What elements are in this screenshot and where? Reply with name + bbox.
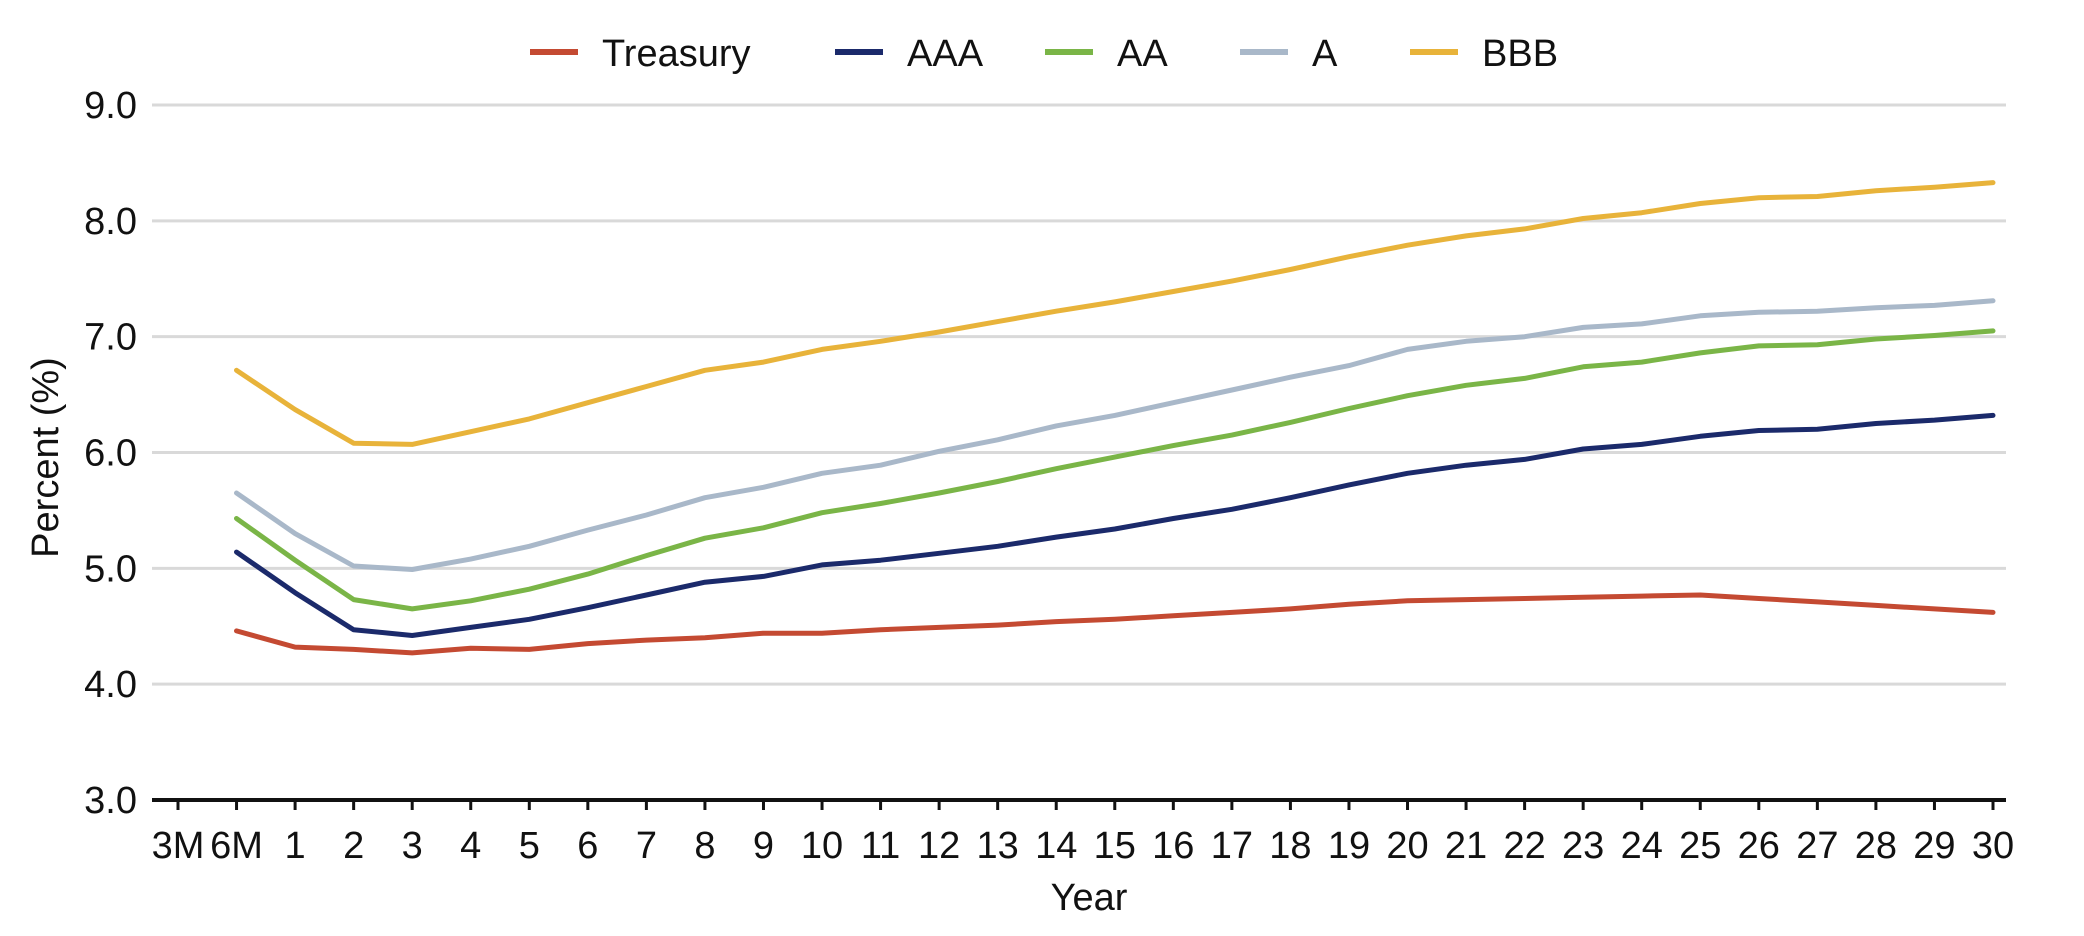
series-line-aaa bbox=[234, 412, 1996, 638]
y-tick-label: 9.0 bbox=[84, 85, 137, 127]
legend-label-aaa: AAA bbox=[907, 33, 984, 75]
x-tick-label: 16 bbox=[1152, 825, 1194, 867]
x-tick-label: 5 bbox=[519, 825, 540, 867]
gridlines bbox=[152, 103, 2006, 686]
x-axis-title: Year bbox=[1051, 877, 1128, 919]
x-tick-label: 12 bbox=[918, 825, 960, 867]
legend-label-bbb: BBB bbox=[1482, 33, 1558, 75]
x-tick-label: 3M bbox=[152, 825, 205, 867]
legend-label-aa: AA bbox=[1117, 33, 1168, 75]
x-tick-label: 15 bbox=[1094, 825, 1136, 867]
y-axis-tick-labels: 3.0 4.0 5.0 6.0 7.0 8.0 9.0 bbox=[84, 85, 137, 822]
y-tick-label: 7.0 bbox=[84, 317, 137, 359]
y-tick-label: 5.0 bbox=[84, 548, 137, 590]
x-tick-label: 14 bbox=[1035, 825, 1077, 867]
series-lines bbox=[234, 180, 1996, 656]
x-tick-label: 24 bbox=[1621, 825, 1663, 867]
y-tick-label: 6.0 bbox=[84, 433, 137, 475]
series-line-a bbox=[234, 298, 1996, 572]
x-tick-label: 25 bbox=[1679, 825, 1721, 867]
x-tick-label: 29 bbox=[1913, 825, 1955, 867]
x-tick-label: 7 bbox=[636, 825, 657, 867]
x-axis-tick-labels: 3M 6M 1 2 3 4 5 6 7 8 9 10 11 12 13 14 15 16 17 18 19 20 21 22 2… bbox=[152, 825, 2015, 867]
x-tick-label: 18 bbox=[1269, 825, 1311, 867]
x-tick-label: 22 bbox=[1503, 825, 1545, 867]
x-tick-label: 27 bbox=[1796, 825, 1838, 867]
x-tick-label: 21 bbox=[1445, 825, 1487, 867]
legend-label-treasury: Treasury bbox=[602, 33, 751, 75]
x-tick-label: 8 bbox=[694, 825, 715, 867]
series-line-aa bbox=[234, 328, 1996, 612]
series-line-bbb bbox=[234, 180, 1996, 447]
x-tick-label: 10 bbox=[801, 825, 843, 867]
x-tick-label: 9 bbox=[753, 825, 774, 867]
x-tick-label: 30 bbox=[1972, 825, 2014, 867]
x-tick-label: 3 bbox=[402, 825, 423, 867]
y-tick-label: 3.0 bbox=[84, 780, 137, 822]
x-tick-label: 23 bbox=[1562, 825, 1604, 867]
x-tick-label: 26 bbox=[1738, 825, 1780, 867]
x-tick-label: 4 bbox=[460, 825, 481, 867]
y-axis-title: Percent (%) bbox=[25, 357, 67, 558]
y-tick-label: 4.0 bbox=[84, 664, 137, 706]
x-tick-label: 2 bbox=[343, 825, 364, 867]
x-tick-label: 20 bbox=[1386, 825, 1428, 867]
y-tick-label: 8.0 bbox=[84, 201, 137, 243]
x-tick-label: 13 bbox=[977, 825, 1019, 867]
legend: Treasury AAA AA A BBB bbox=[530, 33, 1558, 75]
x-tick-label: 28 bbox=[1855, 825, 1897, 867]
x-tick-label: 6 bbox=[577, 825, 598, 867]
legend-label-a: A bbox=[1312, 33, 1338, 75]
x-tick-label: 11 bbox=[861, 825, 900, 867]
series-line-treasury bbox=[234, 592, 1996, 656]
x-tick-label: 1 bbox=[285, 825, 306, 867]
x-tick-label: 19 bbox=[1328, 825, 1370, 867]
x-tick-label: 6M bbox=[210, 825, 263, 867]
axes bbox=[152, 798, 2006, 810]
x-tick-label: 17 bbox=[1211, 825, 1253, 867]
